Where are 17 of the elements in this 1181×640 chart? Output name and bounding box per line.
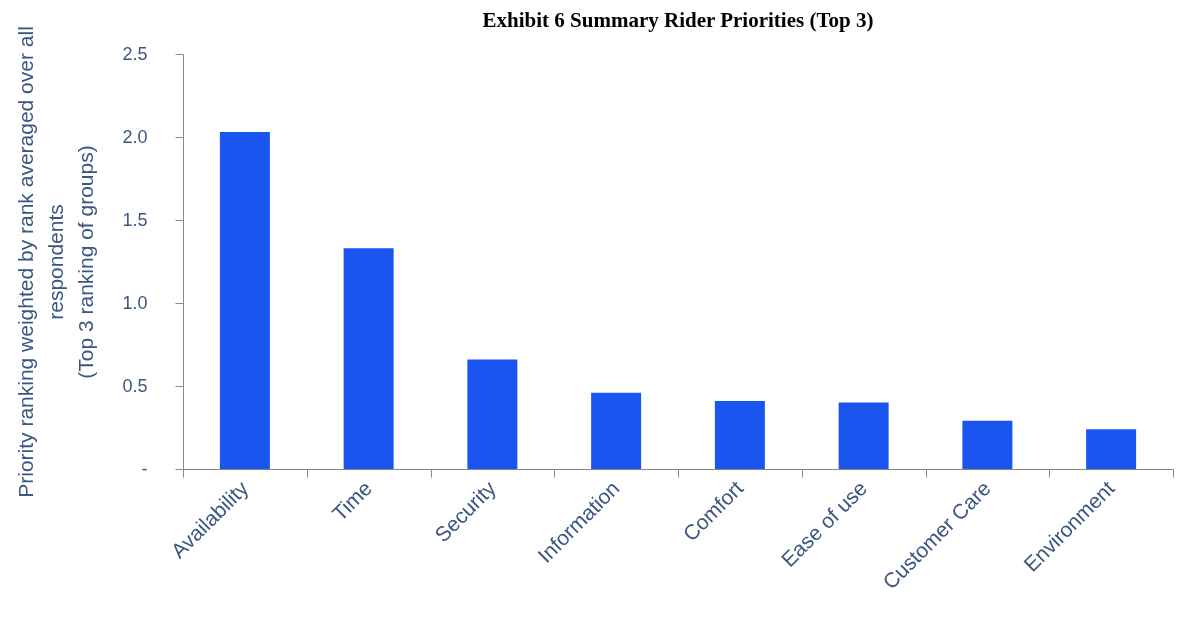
y-tick-label: - [141, 458, 148, 479]
bar [962, 420, 1013, 469]
bar [838, 402, 889, 469]
bar [1086, 429, 1137, 469]
y-tick-label: 1.0 [122, 292, 148, 313]
chart-title: Exhibit 6 Summary Rider Priorities (Top 3) [482, 7, 874, 32]
y-tick-label: 2.5 [122, 43, 148, 64]
bar [591, 392, 642, 469]
y-tick-label: 1.5 [122, 209, 148, 230]
y-tick-label: 0.5 [122, 375, 148, 396]
x-tick-label: Time [327, 476, 377, 526]
bar [467, 359, 518, 469]
y-tick-label: 2.0 [122, 126, 148, 147]
bar [714, 400, 765, 469]
bar [219, 132, 270, 469]
bar [343, 248, 394, 469]
y-axis-title: Priority ranking weighted by rank averaged over all respondents (Top 3 ranking of groups) [14, 26, 98, 498]
